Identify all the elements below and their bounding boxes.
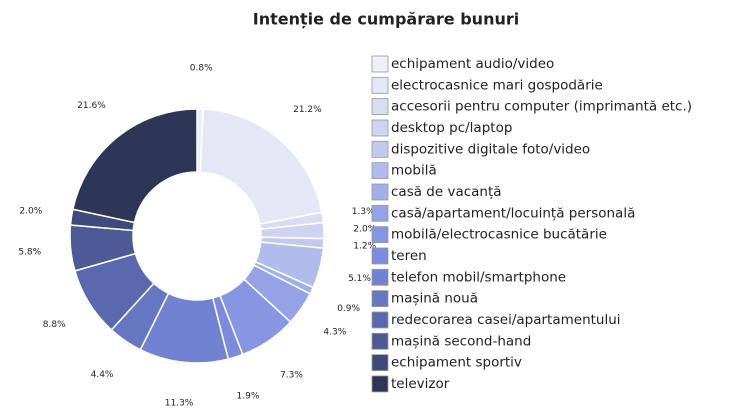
- value-label: 0.9%: [337, 304, 360, 314]
- legend-swatch: [371, 119, 389, 137]
- legend-label: electrocasnice mari gospodărie: [391, 77, 603, 93]
- legend-swatch: [371, 354, 389, 372]
- value-label: 7.3%: [280, 370, 303, 380]
- legend-swatch: [371, 98, 389, 116]
- value-label: 4.4%: [91, 370, 114, 380]
- legend-label: dispozitive digitale foto/video: [391, 141, 590, 157]
- legend-label: telefon mobil/smartphone: [391, 269, 566, 285]
- value-label: 21.2%: [293, 105, 322, 115]
- value-label: 11.3%: [165, 399, 194, 409]
- legend-swatch: [371, 290, 389, 308]
- legend-swatch: [371, 247, 389, 265]
- chart-title: Intenție de cumpărare bunuri: [253, 10, 519, 29]
- legend-label: echipament audio/video: [391, 56, 554, 72]
- legend-swatch: [371, 162, 389, 180]
- legend-label: mașină nouă: [391, 291, 478, 307]
- value-label: 5.1%: [348, 274, 371, 284]
- legend-swatch: [371, 311, 389, 329]
- legend-swatch: [371, 76, 389, 94]
- value-label: 21.6%: [77, 101, 106, 111]
- legend-label: accesorii pentru computer (imprimantă et…: [391, 99, 692, 115]
- legend-swatch: [371, 332, 389, 350]
- legend-label: redecorarea casei/apartamentului: [391, 312, 621, 328]
- legend-label: mașină second-hand: [391, 333, 531, 349]
- slice: [199, 108, 323, 225]
- value-label: 5.8%: [18, 248, 41, 258]
- legend-swatch: [371, 268, 389, 286]
- legend-swatch: [371, 375, 389, 393]
- legend-label: televizor: [391, 376, 450, 392]
- legend-label: casă de vacanță: [391, 184, 502, 200]
- value-label: 2.0%: [353, 224, 376, 234]
- legend-label: teren: [391, 248, 427, 264]
- value-label: 4.3%: [323, 328, 346, 338]
- legend-swatch: [371, 55, 389, 73]
- legend-swatch: [371, 204, 389, 222]
- legend-label: casă/apartament/locuință personală: [391, 205, 635, 221]
- legend-label: echipament sportiv: [391, 355, 522, 371]
- legend-swatch: [371, 183, 389, 201]
- value-label: 8.8%: [43, 320, 66, 330]
- value-label: 2.0%: [19, 206, 42, 216]
- legend-label: mobilă: [391, 163, 437, 179]
- value-label: 0.8%: [190, 64, 213, 74]
- legend-label: desktop pc/laptop: [391, 120, 512, 136]
- legend-label: mobilă/electrocasnice bucătărie: [391, 227, 607, 243]
- value-label: 1.9%: [237, 392, 260, 402]
- legend-swatch: [371, 226, 389, 244]
- value-label: 1.3%: [352, 207, 375, 217]
- slice: [71, 108, 198, 224]
- value-label: 1.2%: [353, 241, 376, 251]
- legend-swatch: [371, 140, 389, 158]
